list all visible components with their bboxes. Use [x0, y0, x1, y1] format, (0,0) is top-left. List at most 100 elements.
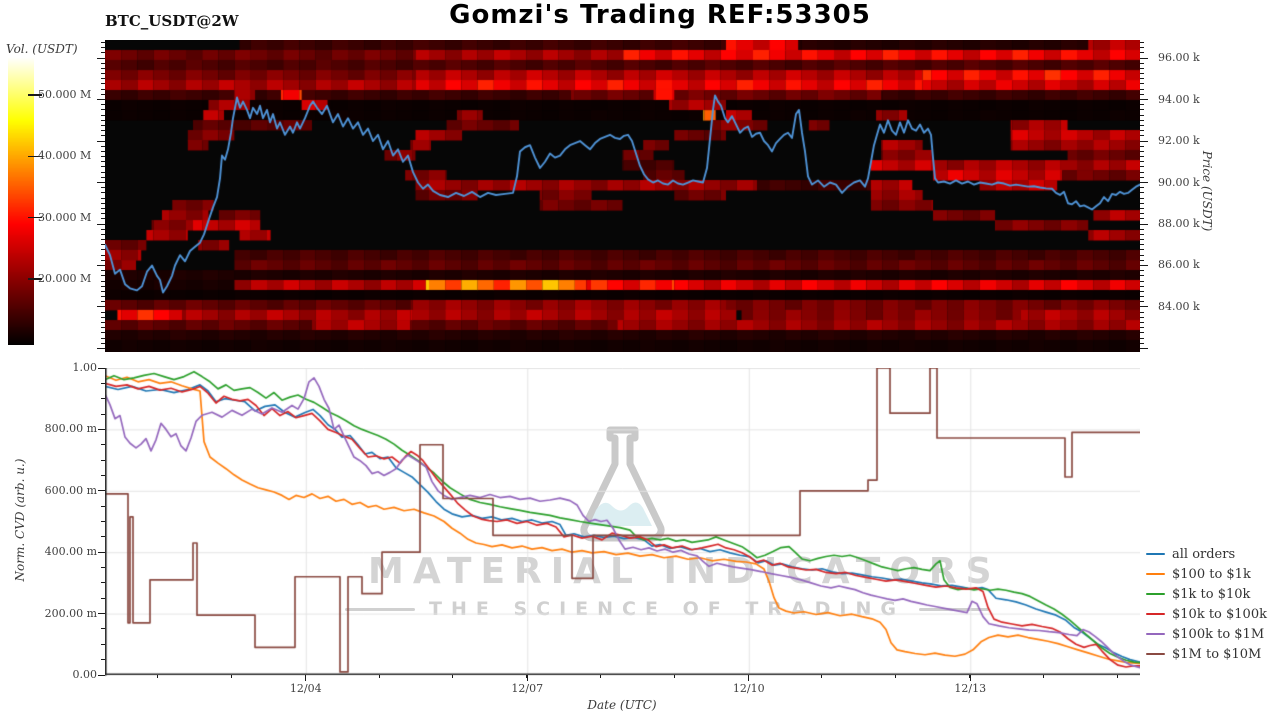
- price-tick-mark: [1140, 233, 1144, 235]
- price-tick-mark: [101, 290, 105, 292]
- price-tick-mark: [101, 228, 105, 230]
- legend-item: $1M to $10M: [1146, 646, 1280, 662]
- price-tick-mark: [97, 99, 105, 101]
- colorbar-title: Vol. (USDT): [6, 42, 78, 56]
- cvd-tick-label: 400.00 m: [44, 545, 97, 559]
- price-tick-mark: [101, 119, 105, 121]
- price-tick-mark: [101, 156, 105, 158]
- price-tick-mark: [1140, 202, 1144, 204]
- price-tick-mark: [101, 67, 105, 69]
- price-tick-mark: [1140, 311, 1144, 313]
- price-tick-mark: [101, 285, 105, 287]
- legend-item: $1k to $10k: [1146, 586, 1280, 602]
- cvd-tick-mark: [101, 459, 105, 461]
- legend-line-swatch: [1146, 652, 1165, 656]
- price-tick-mark: [1140, 187, 1144, 189]
- cvd-tick-mark: [101, 567, 105, 569]
- cvd-axis-title: Norm. CVD (arb. u.): [13, 458, 27, 582]
- price-tick-mark: [101, 249, 105, 251]
- price-tick-mark: [101, 73, 105, 75]
- price-tick-mark: [1140, 47, 1144, 49]
- cvd-tick-mark: [101, 582, 105, 584]
- price-tick-mark: [101, 337, 105, 339]
- price-tick-mark: [101, 311, 105, 313]
- price-tick-mark: [101, 239, 105, 241]
- price-tick-mark: [97, 223, 105, 225]
- legend-label: $1k to $10k: [1172, 586, 1251, 602]
- price-tick-mark: [1140, 296, 1144, 298]
- price-tick-mark: [1140, 114, 1144, 116]
- cvd-tick-mark: [748, 675, 750, 681]
- cvd-tick-mark: [821, 675, 823, 678]
- legend-line-swatch: [1146, 632, 1165, 636]
- price-tick-mark: [101, 342, 105, 344]
- legend-label: all orders: [1172, 546, 1236, 562]
- legend-label: $100k to $1M: [1172, 626, 1265, 642]
- cvd-tick-label: 200.00 m: [44, 606, 97, 620]
- price-tick-mark: [101, 301, 105, 303]
- price-tick-mark: [1140, 156, 1144, 158]
- cvd-tick-mark: [98, 613, 105, 615]
- cvd-tick-mark: [526, 675, 528, 678]
- price-tick-mark: [101, 270, 105, 272]
- colorbar-tick-mark: [28, 94, 42, 96]
- price-tick-mark: [97, 57, 105, 59]
- price-tick-mark: [1140, 280, 1144, 282]
- price-tick-mark: [1140, 109, 1144, 111]
- date-tick-label: 12/10: [732, 682, 765, 695]
- price-tick-mark: [1140, 135, 1144, 137]
- legend-label: $10k to $100k: [1172, 606, 1267, 622]
- price-tick-mark: [101, 52, 105, 54]
- date-tick-label: 12/07: [511, 682, 544, 695]
- price-tick-mark: [101, 176, 105, 178]
- price-tick-mark: [1140, 161, 1144, 163]
- price-tick-mark: [97, 347, 105, 349]
- cvd-tick-mark: [231, 675, 233, 678]
- legend-item: all orders: [1146, 546, 1280, 562]
- price-tick-mark: [1140, 197, 1144, 199]
- price-tick-label: 90.00 k: [1158, 175, 1200, 189]
- price-tick-mark: [1140, 78, 1144, 80]
- price-tick-mark: [1140, 145, 1144, 147]
- cvd-legend: all orders $100 to $1k $1k to $10k $10k to …: [1146, 546, 1280, 662]
- price-tick-mark: [1140, 332, 1144, 334]
- legend-line-swatch: [1146, 612, 1165, 616]
- date-tick-label: 12/04: [289, 682, 322, 695]
- price-tick-mark: [1140, 249, 1144, 251]
- price-tick-mark: [101, 187, 105, 189]
- cvd-tick-mark: [969, 675, 971, 681]
- price-tick-mark: [1140, 327, 1144, 329]
- price-tick-mark: [101, 145, 105, 147]
- price-axis-title: Price (USDT): [1200, 150, 1214, 232]
- price-tick-mark: [97, 306, 105, 308]
- price-tick-label: 88.00 k: [1158, 217, 1200, 230]
- price-tick-mark: [1140, 150, 1144, 152]
- price-tick-mark: [1140, 41, 1144, 43]
- cvd-tick-mark: [98, 490, 105, 492]
- price-tick-mark: [1140, 264, 1148, 266]
- cvd-tick-mark: [1116, 675, 1118, 678]
- cvd-tick-mark: [101, 444, 105, 446]
- cvd-tick-mark: [101, 398, 105, 400]
- price-tick-mark: [1140, 182, 1148, 184]
- price-tick-mark: [1140, 88, 1144, 90]
- cvd-tick-mark: [101, 628, 105, 630]
- cvd-tick-mark: [452, 675, 454, 678]
- price-tick-mark: [101, 280, 105, 282]
- price-tick-mark: [1140, 337, 1144, 339]
- price-tick-mark: [1140, 171, 1144, 173]
- price-tick-mark: [97, 264, 105, 266]
- colorbar-tick-mark: [28, 278, 42, 280]
- price-tick-mark: [101, 316, 105, 318]
- cvd-tick-mark: [378, 675, 380, 678]
- cvd-tick-mark: [101, 536, 105, 538]
- legend-label: $1M to $10M: [1172, 646, 1262, 662]
- cvd-chart-canvas: [105, 368, 1140, 677]
- legend-line-swatch: [1146, 552, 1165, 556]
- cvd-tick-label: 0.00: [72, 668, 98, 681]
- price-tick-mark: [1140, 316, 1144, 318]
- price-tick-mark: [1140, 254, 1144, 256]
- cvd-tick-mark: [98, 367, 105, 369]
- price-tick-mark: [101, 233, 105, 235]
